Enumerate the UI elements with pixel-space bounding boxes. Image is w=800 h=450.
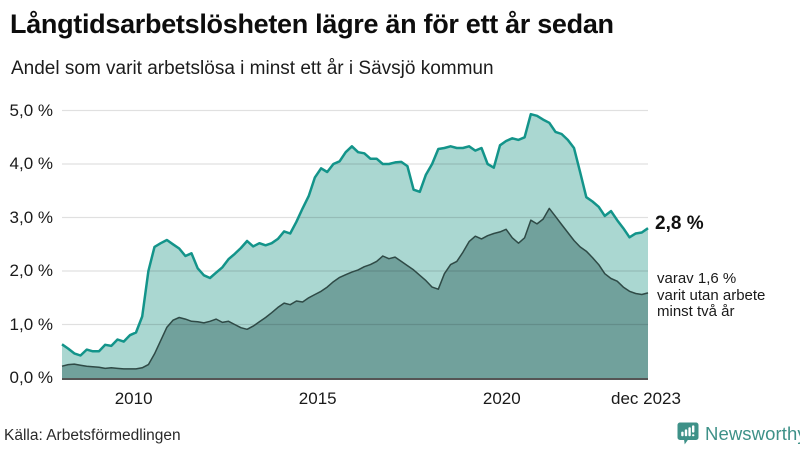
area-fills [62,114,648,378]
newsworthy-logo: Newsworthy [677,421,800,447]
annotation-line: varav 1,6 % [657,270,737,287]
x-tick-label: 2010 [114,389,153,408]
x-tick-label: 2020 [482,389,521,408]
x-tick-label: dec 2023 [611,389,681,408]
newsworthy-wordmark: Newsworthy [705,423,800,444]
y-tick-label: 1,0 % [9,314,53,334]
y-tick-label: 4,0 % [9,154,53,173]
y-tick-label: 5,0 % [9,100,53,120]
y-tick-label: 2,0 % [9,261,53,280]
y-tick-label: 0,0 % [9,368,53,387]
page-subtitle: Andel som varit arbetslösa i minst ett å… [11,58,494,79]
two-year-annotation: varav 1,6 % varit utan arbete minst två … [657,270,766,321]
y-tick-label: 3,0 % [9,207,53,227]
source-note: Källa: Arbetsförmedlingen [4,427,181,444]
area-strokes [61,112,649,370]
page-title: Långtidsarbetslösheten lägre än för ett … [10,9,614,39]
annotation-line: minst två år [657,303,735,320]
annotation-line: varit utan arbete [657,286,766,304]
latest-value-annotation: 2,8 % [655,213,704,234]
x-tick-label: 2015 [298,389,337,408]
newsworthy-chart-bubble-icon [677,422,699,444]
